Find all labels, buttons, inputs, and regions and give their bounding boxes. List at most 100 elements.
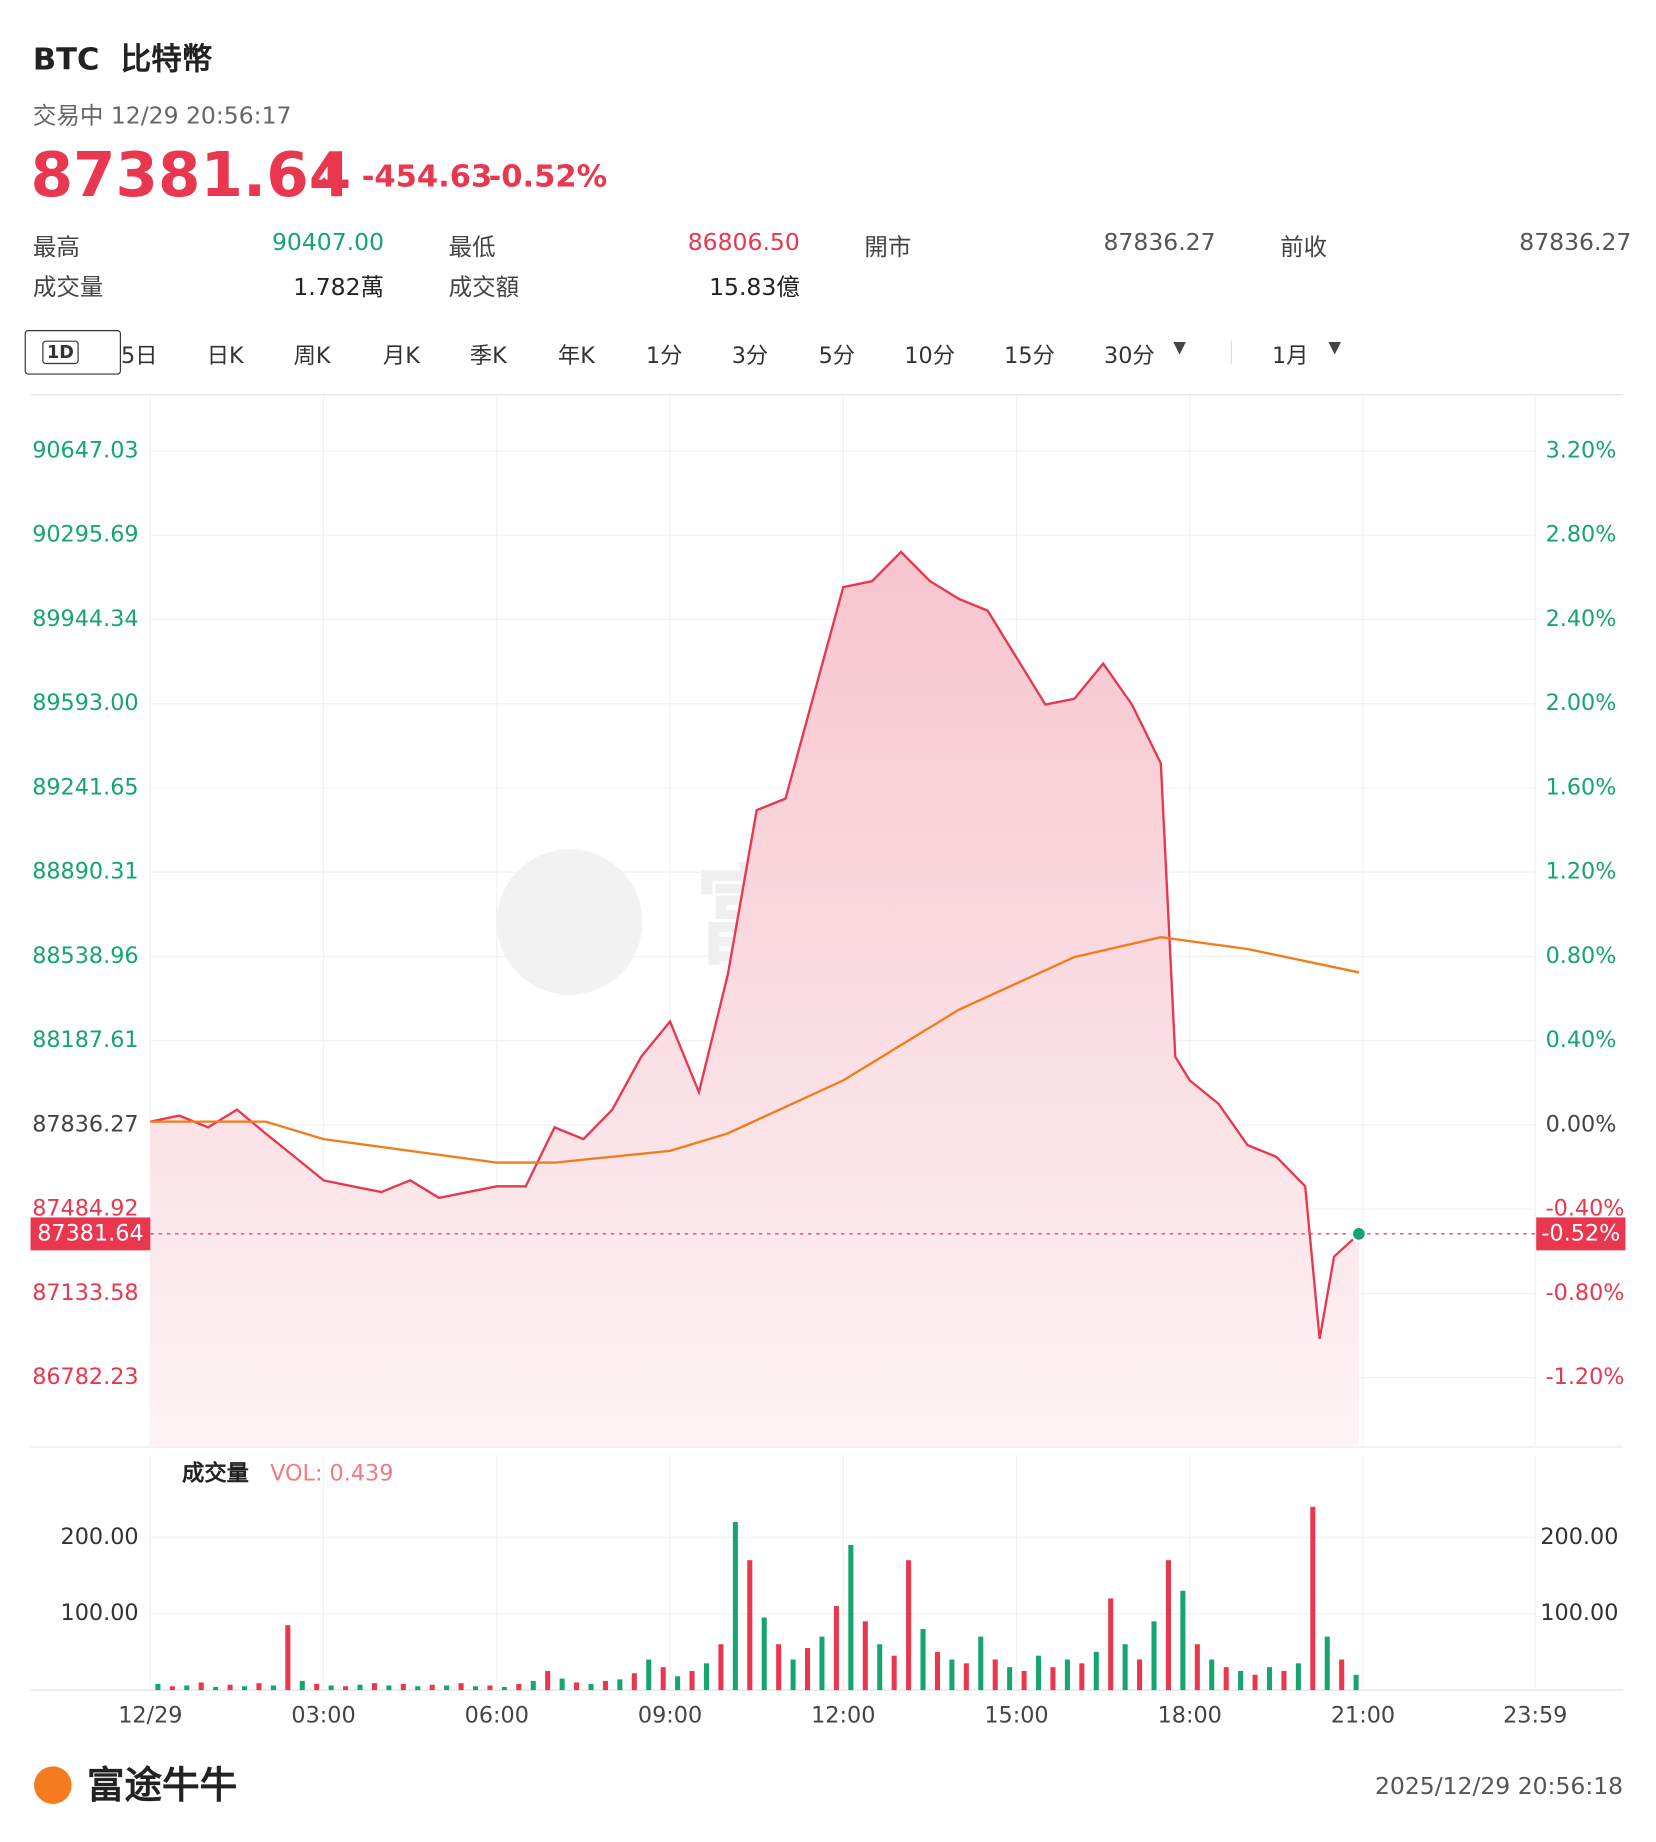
volume-bar [920, 1628, 926, 1691]
y-tick-label: 86782.23 [32, 1364, 138, 1390]
volume-bar [978, 1636, 984, 1691]
stat-value: 87836.27 [1519, 227, 1632, 257]
volume-bar [1137, 1659, 1143, 1691]
stat-label: 前收 [1280, 232, 1328, 261]
volume-bar [1281, 1670, 1287, 1691]
y2-tick-label: 200.00 [1540, 1524, 1618, 1550]
volume-bar [1339, 1659, 1345, 1691]
volume-bar [357, 1684, 363, 1691]
volume-bar [415, 1686, 421, 1691]
tab[interactable]: 1月 [1271, 342, 1309, 369]
volume-bar [992, 1659, 998, 1691]
volume-bar [1122, 1644, 1128, 1691]
volume-bar [805, 1648, 811, 1691]
volume-bar [400, 1683, 406, 1691]
volume-bar [242, 1686, 248, 1691]
volume-bar [1223, 1667, 1229, 1691]
price: 87381.64 [30, 140, 352, 212]
tab-box [24, 330, 121, 375]
volume-bar [732, 1522, 738, 1691]
volume-bar [862, 1621, 868, 1691]
tab[interactable]: 1分 [645, 342, 683, 369]
volume-bar [1310, 1506, 1316, 1691]
tab[interactable]: 5分 [818, 342, 856, 369]
volume-bar [1180, 1590, 1186, 1691]
volume-bar [646, 1659, 652, 1691]
volume-bar [703, 1663, 710, 1691]
y-tick-label: 88890.31 [32, 859, 138, 885]
volume-bar [848, 1544, 854, 1691]
x-tick-label: 23:59 [1503, 1702, 1567, 1728]
volume-bar [328, 1685, 334, 1691]
volume-bar [675, 1676, 681, 1691]
volume-bar [530, 1680, 536, 1691]
tab-separator [1230, 340, 1233, 365]
volume-bar [198, 1682, 204, 1691]
volume-bar [458, 1683, 464, 1691]
volume-bar [429, 1684, 435, 1691]
stat-value: 15.83億 [709, 272, 800, 301]
y-tick-label: 87133.58 [32, 1280, 138, 1306]
tab[interactable]: 季K [469, 342, 507, 369]
status: 交易中 12/29 20:56:17 [32, 101, 292, 130]
y2-tick-label: 2.00% [1546, 690, 1617, 716]
y2-tick-label: -0.40% [1546, 1196, 1625, 1222]
volume-bar [227, 1684, 233, 1691]
tab[interactable]: 1D [42, 340, 79, 365]
stat-label: 成交額 [448, 272, 520, 301]
x-tick-label: 12/29 [118, 1702, 182, 1728]
stat-value: 87836.27 [1103, 227, 1216, 257]
volume-bar [545, 1670, 551, 1691]
volume-bar [790, 1659, 796, 1691]
y2-tick-label: 3.20% [1546, 437, 1617, 463]
y2-tick-label: 0.00% [1546, 1111, 1617, 1137]
volume-bar [660, 1667, 666, 1691]
volume-bar [574, 1682, 580, 1691]
tab[interactable]: 30分 [1104, 342, 1155, 369]
tab[interactable]: 日K [206, 342, 244, 369]
volume-bar [631, 1673, 637, 1691]
tab[interactable]: 年K [557, 342, 595, 369]
y2-tick-label: 2.80% [1546, 522, 1617, 548]
volume-bar [891, 1655, 897, 1691]
volume-bar [1295, 1663, 1301, 1691]
volume-bar [602, 1680, 608, 1691]
volume-bar [169, 1686, 175, 1691]
volume-bar [761, 1617, 767, 1691]
tab[interactable]: 3分 [731, 342, 769, 369]
stat-label: 成交量 [32, 272, 104, 301]
tab[interactable]: 10分 [904, 342, 956, 369]
stat-value: 90407.00 [271, 227, 385, 257]
volume-bar [184, 1685, 190, 1691]
tab[interactable]: 月K [382, 342, 420, 369]
volume-bar [472, 1686, 479, 1691]
dropdown-icon[interactable]: ▼ [1173, 338, 1186, 358]
volume-bar [1007, 1667, 1013, 1691]
y-tick-label: 90295.69 [32, 522, 138, 548]
y2-tick-label: -0.80% [1546, 1280, 1625, 1306]
x-tick-label: 18:00 [1158, 1702, 1222, 1728]
volume-bar [1353, 1674, 1359, 1691]
tab[interactable]: 周K [293, 342, 331, 369]
x-tick-label: 12:00 [811, 1702, 875, 1728]
y-tick-label: 87836.27 [32, 1111, 138, 1137]
last-pct-label: -0.52% [1541, 1220, 1620, 1246]
volume-bar [270, 1685, 276, 1691]
title: BTC 比特幣 [33, 35, 212, 78]
volume-bar [1050, 1667, 1056, 1691]
dropdown-icon[interactable]: ▼ [1328, 338, 1341, 358]
stat-value: 86806.50 [687, 227, 800, 257]
volume-bar [343, 1686, 349, 1691]
volume-bar [501, 1687, 507, 1691]
tab[interactable]: 5日 [120, 342, 158, 369]
volume-bar [819, 1636, 825, 1691]
volume-bar [386, 1685, 392, 1691]
volume-title: 成交量 [182, 1459, 249, 1486]
volume-bar [906, 1560, 912, 1691]
x-tick-label: 03:00 [291, 1702, 355, 1728]
volume-bar [256, 1683, 262, 1691]
stat-label: 最高 [32, 232, 80, 261]
volume-bar [1194, 1644, 1200, 1691]
volume-bar [833, 1606, 839, 1691]
tab[interactable]: 15分 [1004, 342, 1055, 369]
